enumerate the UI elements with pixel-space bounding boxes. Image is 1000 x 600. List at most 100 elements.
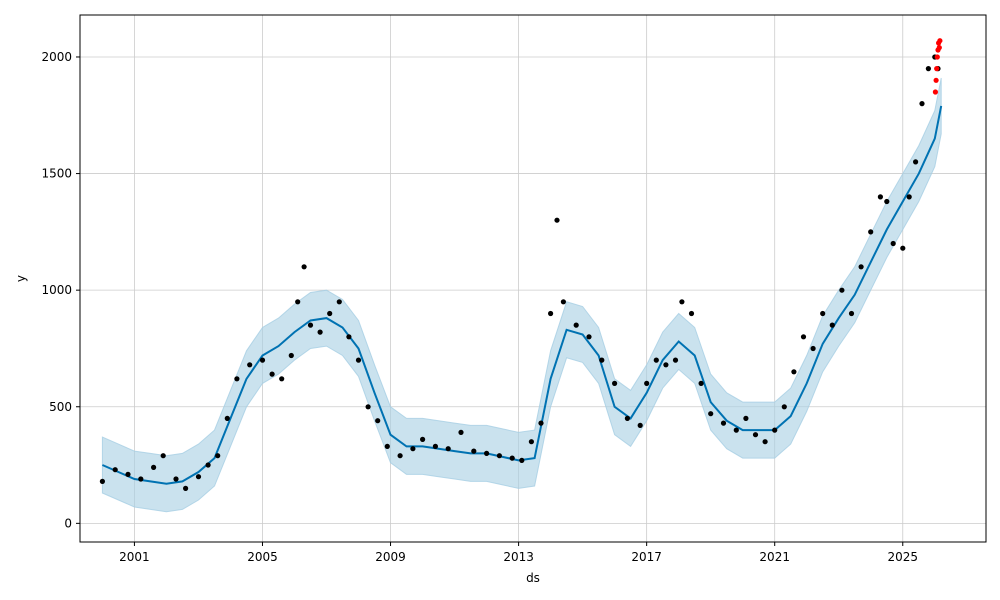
observed-point xyxy=(138,476,144,482)
x-tick-label: 2009 xyxy=(375,550,406,564)
observed-point xyxy=(762,439,768,445)
outlier-points xyxy=(932,38,943,95)
observed-point xyxy=(471,448,477,454)
observed-point xyxy=(688,310,695,317)
outlier-point xyxy=(933,77,939,83)
observed-point xyxy=(672,357,679,363)
observed-point xyxy=(269,371,275,377)
observed-point xyxy=(599,357,605,363)
observed-point xyxy=(868,229,874,235)
observed-point xyxy=(829,322,835,328)
observed-point xyxy=(234,376,240,382)
y-axis-ticks: 0 500 1000 1500 2000 xyxy=(41,50,80,530)
observed-point xyxy=(884,198,890,205)
observed-point xyxy=(295,299,301,305)
y-tick-label: 1500 xyxy=(41,167,72,181)
observed-point xyxy=(458,429,464,435)
observed-point xyxy=(410,446,416,452)
observed-point xyxy=(548,310,554,317)
observed-point xyxy=(509,455,515,461)
observed-point xyxy=(151,464,157,470)
observed-point xyxy=(183,485,189,491)
observed-point xyxy=(173,476,179,482)
observed-point xyxy=(355,357,362,363)
observed-point xyxy=(800,334,807,340)
observed-point xyxy=(698,380,704,386)
observed-point xyxy=(112,467,118,473)
x-tick-label: 2005 xyxy=(247,550,278,564)
y-tick-label: 2000 xyxy=(41,50,72,64)
observed-point xyxy=(586,334,592,340)
observed-point xyxy=(772,427,778,433)
y-tick-label: 500 xyxy=(49,400,72,414)
observed-point xyxy=(317,329,323,335)
observed-point xyxy=(848,310,855,317)
observed-point xyxy=(612,380,618,386)
observed-point xyxy=(432,443,438,449)
observed-point xyxy=(224,415,230,421)
observed-point xyxy=(858,264,864,270)
observed-point xyxy=(624,415,631,421)
observed-point xyxy=(890,240,896,247)
observed-point xyxy=(733,427,739,433)
observed-point xyxy=(160,453,166,459)
x-tick-label: 2013 xyxy=(503,550,534,564)
observed-point xyxy=(301,264,307,270)
observed-point xyxy=(307,322,314,328)
observed-point xyxy=(528,439,535,445)
observed-point xyxy=(346,334,352,340)
x-tick-label: 2017 xyxy=(631,550,662,564)
observed-point xyxy=(663,362,669,368)
observed-points xyxy=(99,54,941,491)
observed-point xyxy=(365,404,371,410)
observed-point xyxy=(752,432,759,438)
observed-point xyxy=(538,420,544,426)
y-tick-label: 0 xyxy=(64,516,72,530)
plot-frame xyxy=(79,14,987,543)
observed-point xyxy=(653,357,659,363)
uncertainty-band-area xyxy=(101,77,942,513)
observed-point xyxy=(99,478,105,484)
observed-point xyxy=(644,380,650,386)
observed-point xyxy=(496,453,502,459)
observed-point xyxy=(839,287,845,293)
outlier-point xyxy=(937,38,943,44)
observed-point xyxy=(288,352,294,359)
x-axis-ticks: 2001 2005 2009 2013 2017 2021 2025 xyxy=(119,542,918,564)
outlier-point xyxy=(934,54,940,60)
forecast-line-group xyxy=(101,105,943,485)
observed-point xyxy=(125,471,131,477)
observed-point xyxy=(877,194,884,200)
observed-point xyxy=(384,443,390,449)
observed-point xyxy=(560,299,567,305)
y-tick-label: 1000 xyxy=(41,283,72,297)
outlier-point xyxy=(934,66,940,72)
observed-point xyxy=(375,418,381,424)
observed-point xyxy=(554,217,560,223)
observed-point xyxy=(781,404,787,410)
observed-point xyxy=(195,474,202,480)
observed-point xyxy=(925,66,932,72)
x-tick-label: 2021 xyxy=(759,550,790,564)
observed-point xyxy=(720,420,727,426)
x-tick-label: 2025 xyxy=(887,550,918,564)
observed-point xyxy=(247,362,253,368)
observed-point xyxy=(913,159,919,165)
observed-point xyxy=(810,345,816,352)
x-tick-label: 2001 xyxy=(119,550,150,564)
observed-point xyxy=(279,376,285,382)
observed-point xyxy=(679,299,685,305)
observed-point xyxy=(906,194,912,200)
observed-point xyxy=(259,357,266,363)
observed-point xyxy=(573,322,579,328)
observed-point xyxy=(519,457,525,463)
observed-point xyxy=(791,369,797,375)
outlier-point xyxy=(936,45,942,51)
observed-point xyxy=(919,101,925,107)
observed-point xyxy=(397,453,403,459)
observed-point xyxy=(215,453,221,459)
observed-point xyxy=(420,436,426,442)
observed-point xyxy=(205,462,211,468)
y-axis-label: y xyxy=(14,275,28,282)
